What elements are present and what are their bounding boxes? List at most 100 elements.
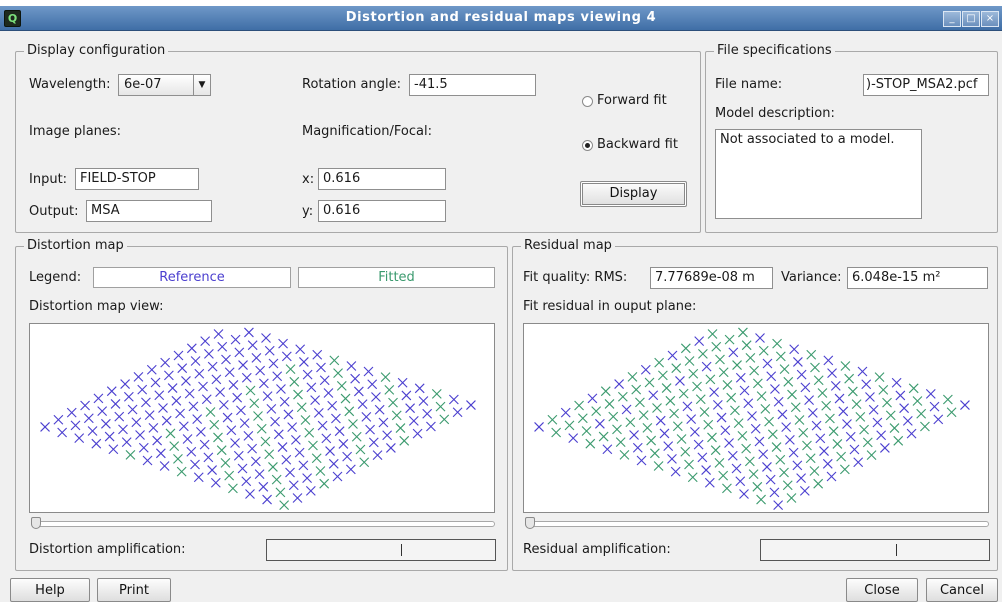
fitted-marker bbox=[786, 493, 797, 503]
minimize-icon[interactable]: _ bbox=[943, 11, 961, 27]
cancel-button[interactable]: Cancel bbox=[926, 578, 998, 602]
reference-marker bbox=[279, 396, 290, 407]
fitted-marker bbox=[657, 370, 668, 381]
close-icon[interactable]: × bbox=[981, 11, 999, 27]
reference-marker bbox=[682, 401, 693, 412]
magnification-x-field[interactable]: 0.616 bbox=[318, 168, 446, 190]
reference-marker bbox=[292, 493, 303, 503]
fitted-marker bbox=[224, 470, 235, 481]
reference-marker bbox=[769, 487, 780, 498]
reference-marker bbox=[739, 489, 749, 499]
residual-map-canvas[interactable] bbox=[523, 323, 989, 513]
fitted-marker bbox=[547, 414, 558, 425]
variance-field[interactable]: 6.048e-15 m² bbox=[847, 267, 988, 289]
reference-marker bbox=[97, 406, 108, 416]
reference-marker bbox=[865, 392, 875, 402]
reference-marker bbox=[281, 351, 292, 362]
fitted-marker bbox=[671, 363, 682, 374]
reference-marker bbox=[933, 414, 944, 425]
reference-marker bbox=[154, 390, 165, 401]
fitted-marker bbox=[805, 453, 816, 464]
reference-marker bbox=[106, 386, 117, 397]
reference-marker bbox=[131, 417, 142, 428]
reference-marker bbox=[299, 357, 309, 367]
maximize-icon[interactable]: □ bbox=[962, 11, 980, 27]
reference-marker bbox=[196, 426, 206, 437]
display-configuration-group: Display configuration bbox=[15, 43, 701, 233]
fitted-marker bbox=[581, 426, 592, 436]
reference-marker bbox=[295, 344, 306, 355]
reference-marker bbox=[241, 476, 252, 487]
reference-marker bbox=[321, 433, 332, 444]
close-button[interactable]: Close bbox=[846, 578, 918, 602]
fitted-marker bbox=[839, 464, 850, 475]
model-description-field[interactable]: Not associated to a model. bbox=[715, 129, 922, 219]
help-button[interactable]: Help bbox=[10, 578, 90, 602]
fitted-marker bbox=[564, 420, 575, 431]
forward-fit-radio[interactable] bbox=[582, 96, 593, 107]
fitted-marker bbox=[772, 338, 782, 349]
reference-marker bbox=[245, 489, 255, 499]
reference-marker bbox=[754, 436, 765, 447]
fitted-marker bbox=[169, 441, 180, 452]
fitted-marker bbox=[551, 427, 562, 438]
fitted-marker bbox=[699, 407, 710, 417]
backward-fit-radio[interactable] bbox=[582, 140, 593, 151]
residual-amplification-bar[interactable] bbox=[760, 539, 990, 561]
magnification-y-field[interactable]: 0.616 bbox=[318, 200, 446, 222]
reference-marker bbox=[273, 429, 284, 440]
reference-marker bbox=[735, 476, 746, 487]
distortion-slider-track[interactable] bbox=[31, 521, 495, 527]
wavelength-select[interactable]: 6e-07 ▼ bbox=[118, 74, 211, 96]
file-name-field[interactable]: )-STOP_MSA2.pcf bbox=[863, 74, 989, 96]
fitted-marker bbox=[380, 372, 391, 383]
reference-marker bbox=[353, 386, 364, 397]
reference-marker bbox=[238, 360, 248, 370]
distortion-slider-handle[interactable] bbox=[31, 517, 41, 529]
reference-marker bbox=[799, 485, 810, 496]
fitted-marker bbox=[439, 414, 450, 425]
fitted-marker bbox=[942, 394, 953, 405]
fitted-marker bbox=[714, 458, 725, 468]
reference-marker bbox=[278, 338, 288, 349]
reference-marker bbox=[319, 375, 330, 386]
distortion-map-canvas[interactable] bbox=[29, 323, 495, 513]
title-bar[interactable]: Q Distortion and residual maps viewing 4… bbox=[0, 6, 1002, 31]
rms-field[interactable]: 7.77689e-08 m bbox=[650, 267, 773, 289]
forward-fit-label[interactable]: Forward fit bbox=[597, 93, 667, 108]
reference-marker bbox=[277, 442, 288, 452]
reference-marker bbox=[845, 431, 856, 442]
reference-marker bbox=[178, 421, 189, 432]
reference-marker bbox=[861, 379, 872, 390]
reference-marker bbox=[747, 411, 757, 421]
reference-marker bbox=[796, 369, 807, 380]
fitted-marker bbox=[209, 419, 220, 430]
residual-map-title: Residual map bbox=[521, 238, 615, 254]
distortion-amplification-bar[interactable] bbox=[266, 539, 496, 561]
display-button[interactable]: Display bbox=[580, 181, 687, 207]
fitted-marker bbox=[798, 427, 809, 438]
fitted-marker bbox=[687, 472, 698, 483]
reference-marker bbox=[255, 365, 266, 376]
residual-slider-handle[interactable] bbox=[525, 517, 535, 529]
reference-marker bbox=[323, 388, 334, 398]
reference-marker bbox=[230, 334, 241, 345]
reference-marker bbox=[328, 458, 339, 469]
fitted-marker bbox=[806, 349, 817, 360]
reference-marker bbox=[193, 472, 204, 483]
fitted-marker bbox=[619, 449, 630, 460]
window-title: Distortion and residual maps viewing 4 bbox=[345, 10, 657, 25]
rotation-angle-field[interactable]: -41.5 bbox=[409, 74, 536, 96]
reference-marker bbox=[40, 422, 50, 432]
backward-fit-label[interactable]: Backward fit bbox=[597, 137, 678, 152]
reference-marker bbox=[93, 393, 104, 404]
reference-marker bbox=[401, 390, 412, 401]
residual-slider-track[interactable] bbox=[525, 521, 989, 527]
print-button[interactable]: Print bbox=[97, 578, 171, 602]
output-plane-field[interactable]: MSA bbox=[86, 200, 212, 222]
input-plane-field[interactable]: FIELD-STOP bbox=[75, 168, 199, 190]
chevron-down-icon[interactable]: ▼ bbox=[193, 75, 210, 95]
fitted-marker bbox=[695, 394, 706, 405]
fitted-marker bbox=[802, 440, 812, 451]
reference-marker bbox=[872, 417, 883, 428]
